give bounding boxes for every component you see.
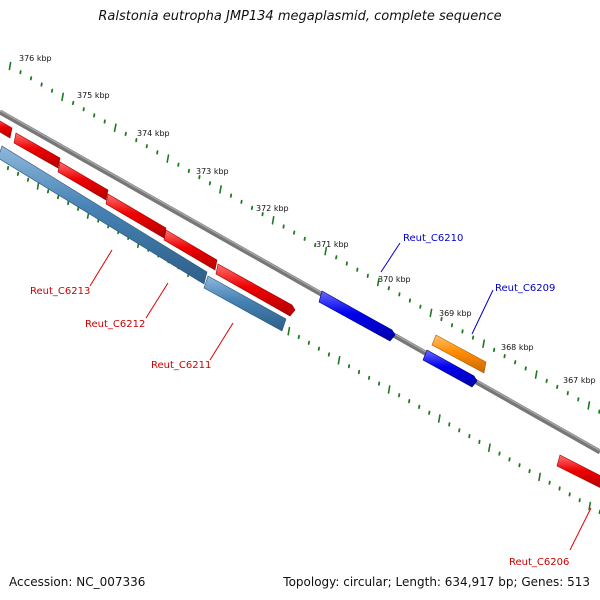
minor-tick [29,76,33,81]
kbp-label: 374 kbp [137,129,170,138]
gene-arrow[interactable] [57,161,109,201]
minor-tick [556,384,559,390]
major-tick [113,123,117,132]
minor-tick [57,194,60,200]
kbp-label: 376 kbp [19,54,52,63]
backbone-line [0,109,600,455]
gene-arrow[interactable] [422,349,478,388]
major-tick [324,246,328,256]
minor-tick [471,335,475,340]
accession-text: Accession: NC_007336 [9,575,146,589]
minor-tick [250,205,254,211]
major-tick [219,185,222,194]
callout-lines [89,242,592,551]
gene-arrow[interactable] [215,263,296,317]
gene-arrow[interactable] [0,145,208,285]
minor-tick [292,230,296,235]
gene-arrow[interactable] [13,132,61,169]
kbp-labels: 376 kbp 375 kbp 374 kbp 373 kbp 372 kbp … [19,54,596,385]
major-tick [538,472,542,482]
map-title: Ralstonia eutropha JMP134 megaplasmid, c… [98,9,502,24]
gene-label[interactable]: Reut_C6210 [403,233,463,244]
kbp-label: 370 kbp [378,275,411,284]
gene-arrow[interactable] [431,334,487,374]
kbp-label: 367 kbp [563,376,596,385]
major-tick [287,326,291,336]
kbp-label: 372 kbp [256,204,289,213]
gene-arrow[interactable] [556,454,600,490]
major-tick [376,277,380,287]
major-tick [437,414,441,423]
minor-tick [498,451,501,456]
minor-tick [26,177,30,182]
minor-tick [387,286,391,291]
major-tick [534,370,538,379]
major-tick [337,355,341,365]
minor-tick [528,468,531,474]
major-tick [587,401,591,410]
kbp-label: 373 kbp [196,167,229,176]
major-tick [36,181,40,190]
inner-tick-row [6,165,600,514]
gene-label[interactable]: Reut_C6211 [151,360,211,371]
minor-tick [72,100,75,106]
major-tick [271,216,275,225]
major-tick [429,308,433,318]
kbp-label: 375 kbp [77,91,110,100]
major-tick [482,339,486,349]
minor-tick [327,352,331,357]
gene-label[interactable]: Reut_C6213 [30,286,90,297]
gene-arrow[interactable] [0,118,13,139]
minor-tick [208,181,212,186]
gene-label[interactable]: Reut_C6209 [495,283,555,294]
major-tick [588,501,592,511]
major-tick [61,92,65,102]
minor-tick [397,393,401,398]
minor-tick [514,360,517,365]
gene-label[interactable]: Reut_C6212 [85,319,145,330]
gene-arrow[interactable] [203,275,287,332]
minor-tick [428,410,431,415]
gene-arrow[interactable] [318,290,396,342]
minor-tick [568,492,571,497]
major-tick [166,154,170,163]
major-tick [8,61,12,71]
gene-label[interactable]: Reut_C6206 [509,557,569,568]
minor-tick [124,131,127,137]
major-tick [487,443,491,453]
sequence-summary: Topology: circular; Length: 634,917 bp; … [283,575,590,589]
kbp-label: 368 kbp [501,343,534,352]
outer-tick-row [8,61,600,414]
kbp-label: 369 kbp [439,309,472,318]
kbp-label: 371 kbp [316,240,349,249]
gene-arrow[interactable] [163,229,218,271]
gene-arrow[interactable] [105,193,167,239]
gene-labels: Reut_C6213 Reut_C6212 Reut_C6211 Reut_C6… [30,233,569,568]
major-tick [387,385,391,394]
gene-features [0,118,600,490]
minor-tick [335,255,338,260]
minor-tick [297,334,301,340]
